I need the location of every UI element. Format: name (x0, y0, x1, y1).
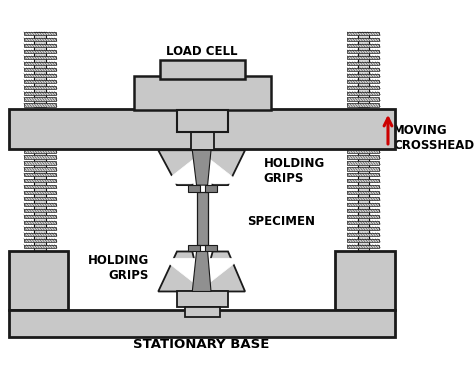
Bar (34, 32, 46, 107)
Bar (347, 80, 380, 83)
Polygon shape (201, 150, 245, 185)
Bar (347, 91, 380, 95)
Bar (347, 103, 380, 107)
Bar (188, 185, 200, 192)
Bar (24, 50, 56, 53)
Bar (24, 68, 56, 71)
Bar (347, 185, 380, 188)
Bar (24, 245, 56, 248)
Bar (24, 161, 56, 164)
Bar (205, 185, 217, 192)
Bar (347, 239, 380, 242)
Bar (24, 209, 56, 212)
Bar (24, 62, 56, 65)
Bar (347, 62, 380, 65)
Bar (347, 233, 380, 236)
Bar (24, 227, 56, 230)
Bar (135, 76, 271, 110)
Bar (191, 132, 214, 150)
Polygon shape (158, 150, 201, 185)
Bar (24, 185, 56, 188)
Bar (347, 149, 380, 153)
Polygon shape (192, 150, 211, 185)
Bar (347, 215, 380, 218)
Bar (160, 60, 245, 79)
Bar (24, 191, 56, 194)
Bar (24, 155, 56, 159)
Bar (347, 227, 380, 230)
Bar (347, 86, 380, 89)
Text: MOVING
CROSSHEAD: MOVING CROSSHEAD (393, 124, 474, 152)
Bar (347, 191, 380, 194)
Bar (347, 68, 380, 71)
Bar (347, 203, 380, 206)
Bar (24, 103, 56, 107)
Bar (347, 197, 380, 200)
Polygon shape (163, 153, 241, 183)
Bar (24, 38, 56, 41)
Bar (347, 155, 380, 159)
Bar (347, 50, 380, 53)
Bar (347, 32, 380, 35)
Bar (347, 74, 380, 77)
Bar (24, 80, 56, 83)
Bar (24, 197, 56, 200)
Text: HOLDING
GRIPS: HOLDING GRIPS (88, 255, 149, 282)
Bar (24, 97, 56, 101)
Bar (177, 110, 228, 132)
Bar (24, 233, 56, 236)
Bar (188, 245, 200, 252)
Bar (347, 44, 380, 47)
Bar (347, 179, 380, 182)
Polygon shape (163, 258, 241, 289)
Bar (347, 97, 380, 101)
Bar (347, 245, 380, 248)
Bar (24, 86, 56, 89)
Text: STATIONARY BASE: STATIONARY BASE (134, 338, 270, 351)
Polygon shape (192, 252, 211, 291)
Bar (197, 192, 208, 245)
Bar (24, 149, 56, 153)
Bar (347, 161, 380, 164)
Bar (24, 32, 56, 35)
Bar (358, 32, 369, 107)
Polygon shape (201, 252, 245, 291)
Bar (347, 173, 380, 177)
Bar (205, 245, 217, 252)
Bar (24, 44, 56, 47)
Bar (185, 307, 219, 317)
Bar (347, 209, 380, 212)
Bar (24, 221, 56, 224)
Bar (9, 251, 68, 310)
Bar (347, 38, 380, 41)
Text: HOLDING
GRIPS: HOLDING GRIPS (264, 157, 325, 185)
Bar (34, 149, 46, 251)
Bar (347, 56, 380, 59)
Text: SPECIMEN: SPECIMEN (247, 215, 315, 228)
Polygon shape (158, 252, 201, 291)
Bar (347, 167, 380, 171)
Text: LOAD CELL: LOAD CELL (166, 45, 237, 58)
Bar (347, 221, 380, 224)
Bar (9, 108, 395, 149)
Bar (335, 251, 395, 310)
Bar (358, 149, 369, 251)
Bar (24, 179, 56, 182)
Bar (177, 291, 228, 307)
Bar (24, 56, 56, 59)
Bar (24, 203, 56, 206)
Bar (24, 173, 56, 177)
Bar (24, 215, 56, 218)
Bar (9, 310, 395, 337)
Bar (24, 167, 56, 171)
Bar (24, 239, 56, 242)
Bar (24, 91, 56, 95)
Bar (24, 74, 56, 77)
